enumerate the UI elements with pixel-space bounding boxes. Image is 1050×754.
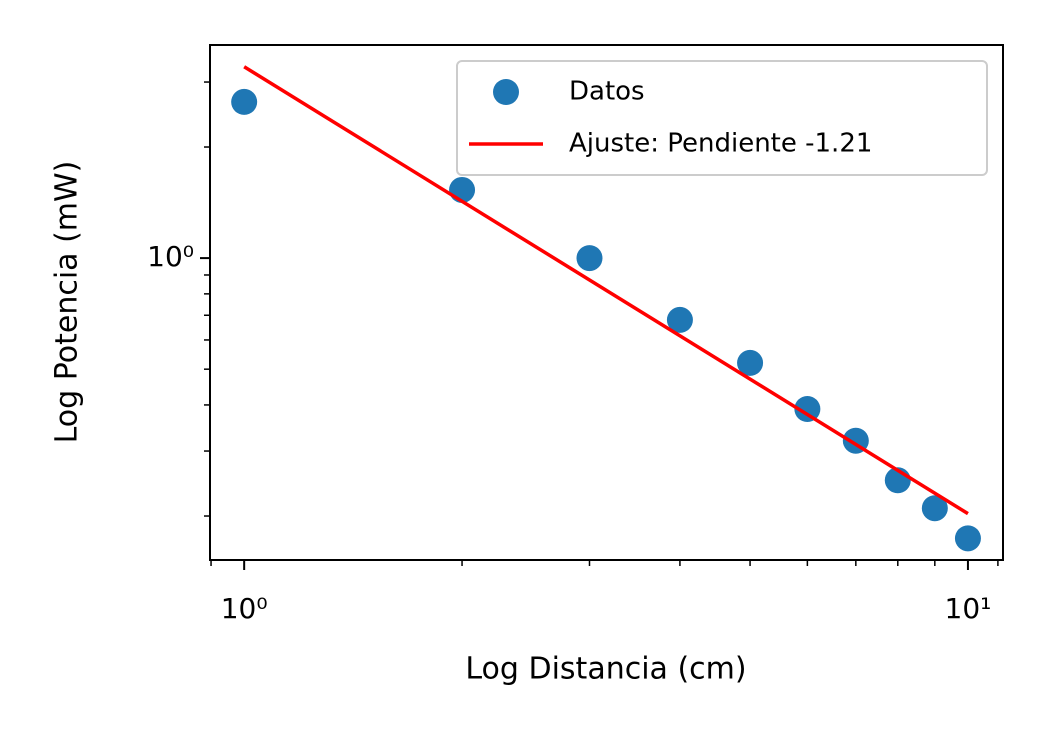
- x-axis-label: Log Distancia (cm): [465, 652, 746, 687]
- x-tick-label: 10⁰: [221, 592, 268, 625]
- data-point: [576, 245, 603, 272]
- fit-line: [243, 65, 969, 516]
- data-point: [449, 176, 476, 203]
- y-tick-label: 10⁰: [147, 240, 194, 273]
- data-point: [737, 349, 764, 376]
- data-point: [954, 525, 981, 552]
- data-point: [921, 495, 948, 522]
- data-point: [666, 306, 693, 333]
- data-point: [794, 395, 821, 422]
- y-axis-label: Log Potencia (mW): [50, 161, 85, 444]
- x-tick-label: 10¹: [945, 592, 992, 625]
- legend-label: Datos: [569, 77, 645, 107]
- plot-frame: [209, 44, 1004, 561]
- legend-box: [456, 60, 988, 176]
- legend: Datos Ajuste: Pendiente -1.21: [456, 60, 988, 176]
- data-point: [231, 88, 258, 115]
- legend-marker: [493, 79, 519, 105]
- legend-label: Ajuste: Pendiente -1.21: [569, 129, 872, 159]
